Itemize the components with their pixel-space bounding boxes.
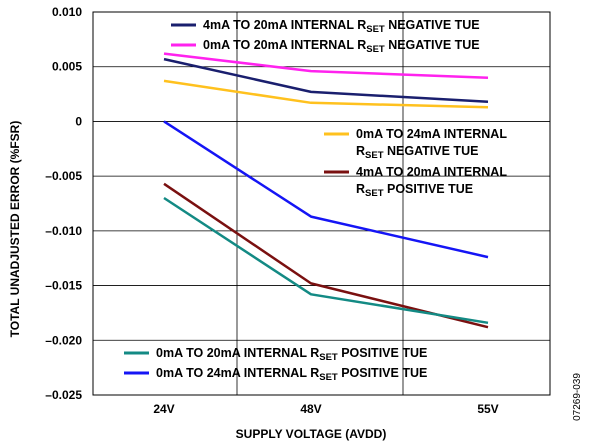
legend-label: RSET NEGATIVE TUE [356,144,478,161]
figure-id: 07269-039 [572,373,583,421]
legend-label: RSET POSITIVE TUE [356,182,473,199]
series-line [163,120,489,259]
legend-label: 0mA TO 20mA INTERNAL RSET POSITIVE TUE [156,346,427,363]
legend-item: 4mA TO 20mA INTERNAL RSET NEGATIVE TUE [171,18,480,35]
series-line [163,79,489,109]
legend-label: 0mA TO 20mA INTERNAL RSET NEGATIVE TUE [203,38,480,55]
plot-frame [92,11,551,396]
legend: 4mA TO 20mA INTERNAL RSET NEGATIVE TUE0m… [124,18,507,383]
y-tick-label: –0.005 [45,169,82,183]
y-tick-label: –0.010 [45,224,82,238]
y-tick-label: –0.015 [45,279,82,293]
legend-label: 0mA TO 24mA INTERNAL RSET POSITIVE TUE [156,366,427,383]
series-line [163,52,489,79]
grid-lines [93,12,550,395]
legend-item: 4mA TO 20mA INTERNAL RSET POSITIVE TUE [324,165,507,199]
legend-label: 0mA TO 24mA INTERNAL [356,127,507,141]
y-tick-label: 0.005 [52,60,82,74]
y-tick-label: –0.025 [45,388,82,402]
x-tick-label: 55V [477,402,498,416]
x-tick-labels: 24V 48V 55V [153,402,498,416]
legend-label: 4mA TO 20mA INTERNAL RSET NEGATIVE TUE [203,18,480,35]
series-lines [163,52,489,329]
y-tick-labels: 0.010 0.005 0 –0.005 –0.010 –0.015 –0.020 –0.02… [45,5,82,402]
legend-item: 0mA TO 20mA INTERNAL RSET NEGATIVE TUE [171,38,480,55]
x-tick-label: 24V [153,402,174,416]
series-line [163,196,489,325]
y-tick-label: –0.020 [45,333,82,347]
legend-item: 0mA TO 20mA INTERNAL RSET POSITIVE TUE [124,346,427,363]
y-tick-label: 0.010 [52,5,82,19]
y-axis-title: TOTAL UNADJUSTED ERROR (%FSR) [8,121,22,338]
legend-label: 4mA TO 20mA INTERNAL [356,165,507,179]
legend-item: 0mA TO 24mA INTERNAL RSET POSITIVE TUE [124,366,427,383]
y-tick-label: 0 [75,114,82,128]
legend-item: 0mA TO 24mA INTERNAL RSET NEGATIVE TUE [324,127,507,161]
x-tick-label: 48V [300,402,321,416]
series-line [163,57,489,103]
x-axis-title: SUPPLY VOLTAGE (AVDD) [236,427,387,441]
series-line [163,182,489,329]
